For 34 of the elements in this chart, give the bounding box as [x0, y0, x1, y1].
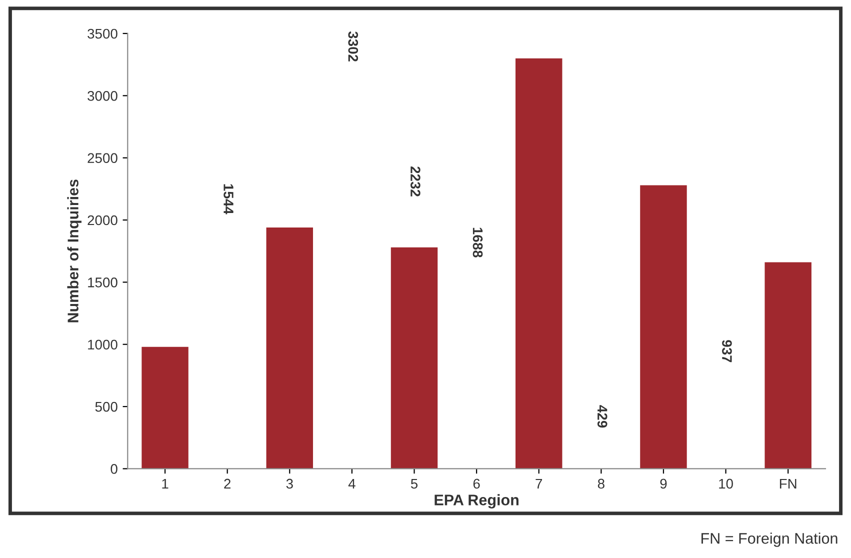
y-tick-label: 2000	[88, 215, 118, 226]
annotation: 2232	[410, 166, 420, 196]
x-tick-label: 3	[286, 478, 293, 489]
x-tick-label: 2	[224, 478, 231, 489]
annotation: 1544	[224, 184, 234, 214]
y-tick-label: 1000	[88, 340, 118, 350]
x-tick-label: 7	[536, 478, 542, 489]
annotation: 1688	[472, 228, 483, 258]
y-tick-label: 1500	[88, 278, 118, 288]
y-tick-label: 2500	[88, 153, 118, 164]
x-tick-label: 8	[598, 478, 604, 489]
x-tick-label: 1	[162, 478, 168, 489]
bar	[764, 262, 812, 469]
x-tick-label: 5	[410, 478, 418, 489]
bar	[266, 227, 314, 469]
annotation: 3302	[348, 31, 358, 62]
y-tick-label: 3500	[88, 28, 118, 39]
x-axis-title: EPA Region	[434, 494, 518, 508]
y-tick-label: 0	[110, 464, 118, 474]
annotation: 429	[597, 405, 608, 428]
bar	[640, 185, 687, 469]
annotation: 937	[722, 340, 732, 362]
x-tick-label: FN	[780, 478, 796, 489]
y-tick-label: 3000	[88, 90, 118, 101]
x-tick-label: 6	[473, 478, 480, 489]
x-tick-label: 9	[660, 478, 667, 489]
bar	[142, 346, 188, 469]
y-tick-label: 500	[95, 402, 118, 412]
bar	[390, 247, 438, 469]
bar	[516, 58, 562, 469]
y-axis-title: Number of Inquiries	[67, 180, 82, 322]
x-tick-label: 10	[719, 478, 733, 489]
x-tick-label: 4	[348, 478, 356, 489]
text: FN = Foreign Nation	[702, 532, 838, 547]
